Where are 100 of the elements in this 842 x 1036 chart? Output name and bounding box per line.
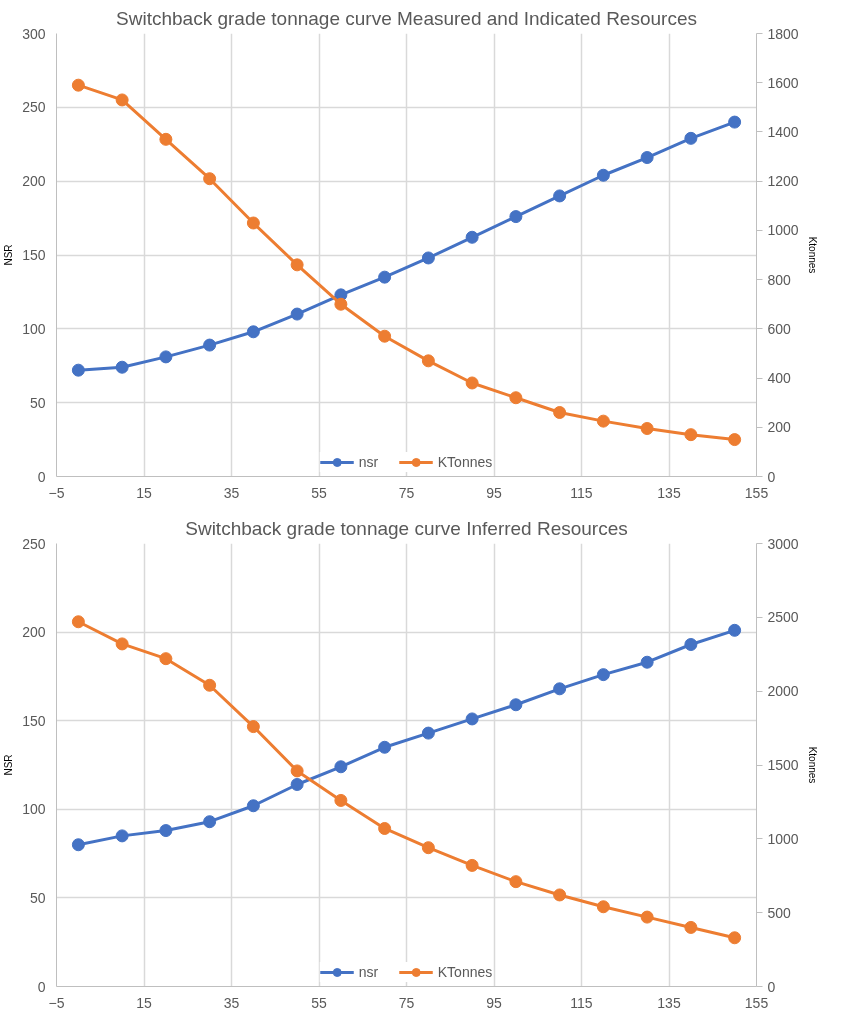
y2-tick-label: 3000 <box>767 535 799 552</box>
point <box>465 230 479 244</box>
point <box>159 652 173 666</box>
point <box>509 698 523 712</box>
point <box>553 406 567 419</box>
legend-label: nsr <box>358 964 379 980</box>
point <box>203 678 217 692</box>
y-tick-label: 100 <box>22 320 46 337</box>
x-tick-label: 15 <box>136 994 152 1011</box>
point <box>246 325 260 339</box>
point <box>290 764 304 778</box>
point <box>640 910 654 924</box>
y2-tick-label: 1000 <box>767 222 799 239</box>
y2-tick-label: 1600 <box>767 74 799 91</box>
point <box>509 210 523 224</box>
point <box>246 216 260 230</box>
point <box>378 270 392 284</box>
legend-label: KTonnes <box>437 454 493 470</box>
y2-tick-label: 200 <box>767 419 792 436</box>
y2-tick-label: 1000 <box>767 830 799 847</box>
y2-tick-label: 500 <box>767 904 792 921</box>
point <box>159 824 173 838</box>
point <box>290 258 304 272</box>
y-tick-label: 100 <box>22 801 46 818</box>
point <box>421 841 435 855</box>
x-tick-label: 15 <box>136 484 152 501</box>
y2-tick-label: 0 <box>767 978 776 995</box>
x-tick-label: 95 <box>486 484 502 501</box>
point <box>71 78 85 92</box>
point <box>378 822 392 835</box>
point <box>684 428 698 442</box>
point <box>115 829 129 843</box>
point <box>553 682 567 696</box>
y2-tick-label: 1200 <box>767 173 799 190</box>
point <box>684 638 698 651</box>
point <box>203 338 217 352</box>
y2-tick-label: 1400 <box>767 123 799 140</box>
y2-tick-label: 2500 <box>767 609 799 626</box>
point <box>728 623 742 637</box>
point <box>640 422 654 435</box>
point <box>596 168 610 182</box>
point <box>378 740 392 754</box>
y-tick-label: 200 <box>22 624 46 641</box>
point <box>596 900 610 914</box>
point <box>71 838 85 852</box>
point <box>334 297 348 311</box>
point <box>728 433 742 447</box>
point <box>421 251 435 265</box>
x-tick-label: 115 <box>570 994 593 1011</box>
x-tick-label: −5 <box>48 994 65 1011</box>
y-tick-label: 150 <box>22 712 46 729</box>
y-tick-label: 200 <box>22 173 46 190</box>
point <box>684 920 698 934</box>
point <box>378 329 392 343</box>
point <box>465 858 479 872</box>
point <box>728 931 742 945</box>
point <box>465 712 479 726</box>
point <box>159 132 173 146</box>
legend-label: KTonnes <box>437 964 493 980</box>
point <box>115 93 129 107</box>
point <box>290 778 304 791</box>
point <box>334 793 348 807</box>
x-tick-label: 55 <box>311 484 327 501</box>
point <box>246 720 260 734</box>
point <box>553 189 567 203</box>
point <box>421 354 435 368</box>
point <box>290 307 304 321</box>
x-tick-label: 155 <box>744 994 769 1011</box>
x-tick-label: 95 <box>486 994 502 1011</box>
point <box>334 760 348 774</box>
y2-tick-label: 1500 <box>767 757 799 773</box>
legend-label: nsr <box>358 454 379 470</box>
y-tick-label: 300 <box>22 25 46 42</box>
point <box>596 668 610 682</box>
y2-tick-label: 2000 <box>767 683 799 700</box>
x-tick-label: 135 <box>657 484 681 501</box>
y2-tick-label: 400 <box>767 370 792 387</box>
y-axis-title: NSR <box>3 244 15 266</box>
y-tick-label: 50 <box>29 394 46 411</box>
point <box>115 360 129 374</box>
x-tick-label: 75 <box>398 994 415 1011</box>
y-tick-label: 250 <box>22 535 46 552</box>
chart-title: Switchback grade tonnage curve Inferred Resources <box>185 517 628 539</box>
point <box>640 655 654 669</box>
y2-axis-title: Ktonnes <box>806 236 818 274</box>
y-axis-title: NSR <box>3 754 15 776</box>
point <box>246 799 260 813</box>
point <box>159 350 173 364</box>
point <box>421 726 435 740</box>
x-tick-label: 75 <box>398 484 415 501</box>
point <box>203 815 217 829</box>
x-tick-label: 115 <box>570 484 593 501</box>
x-tick-label: 35 <box>223 484 240 501</box>
x-tick-label: 55 <box>311 994 327 1011</box>
point <box>509 391 523 405</box>
point <box>71 615 85 629</box>
point <box>509 875 523 889</box>
point <box>553 888 567 902</box>
y-tick-label: 250 <box>22 99 46 116</box>
y2-tick-label: 0 <box>767 468 776 485</box>
